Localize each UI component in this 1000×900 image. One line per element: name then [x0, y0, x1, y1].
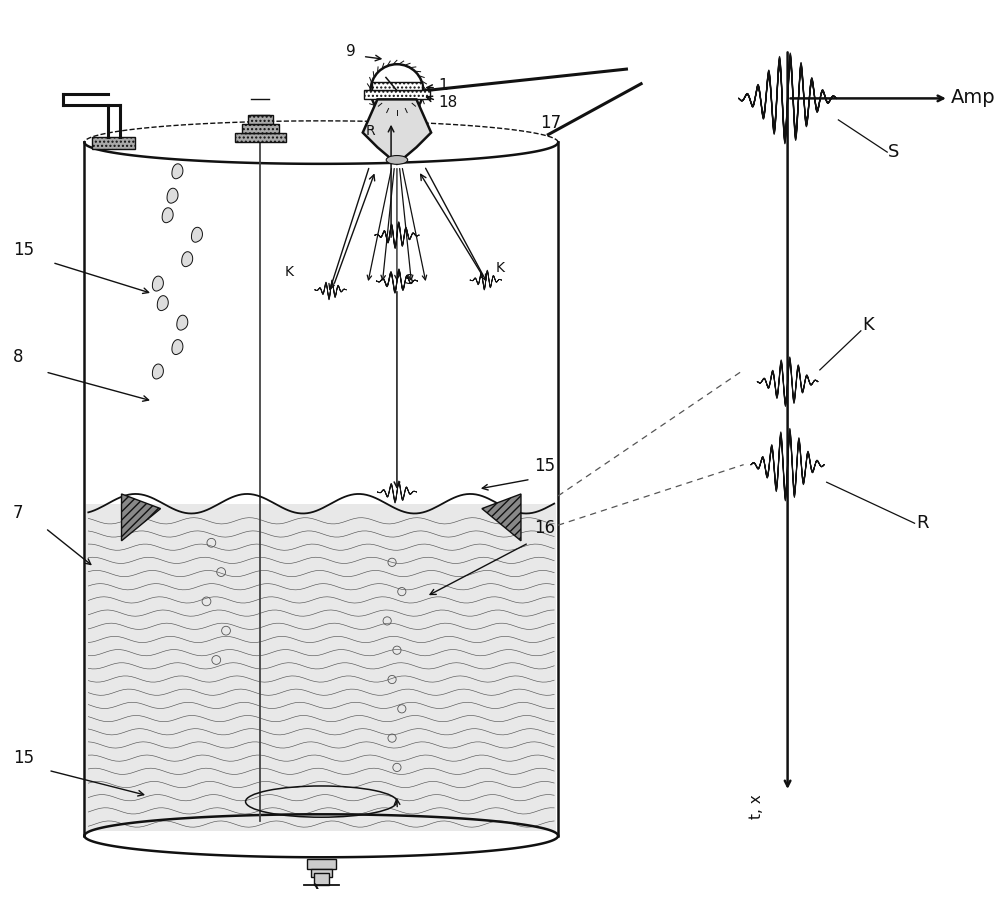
- Text: S: S: [404, 273, 413, 287]
- Text: R: R: [366, 123, 375, 138]
- Bar: [307, 860, 336, 869]
- Polygon shape: [122, 494, 161, 541]
- Bar: [311, 869, 332, 877]
- Polygon shape: [177, 315, 188, 330]
- Text: t, x: t, x: [749, 795, 764, 819]
- Bar: [235, 132, 286, 142]
- Text: 16: 16: [534, 519, 555, 537]
- Bar: [92, 138, 135, 149]
- Polygon shape: [363, 99, 431, 164]
- Text: 18: 18: [438, 95, 457, 110]
- Text: K: K: [285, 266, 294, 279]
- Polygon shape: [482, 494, 521, 541]
- Polygon shape: [162, 208, 173, 222]
- Text: 1: 1: [438, 77, 448, 93]
- Bar: [248, 115, 273, 124]
- Text: S: S: [888, 143, 900, 161]
- Polygon shape: [152, 364, 163, 379]
- Bar: [314, 873, 329, 885]
- Polygon shape: [152, 276, 163, 291]
- Text: 7: 7: [13, 504, 24, 522]
- Text: R: R: [917, 514, 929, 532]
- Text: K: K: [496, 261, 505, 275]
- Text: Amp: Amp: [951, 88, 995, 107]
- Polygon shape: [191, 228, 202, 242]
- Circle shape: [371, 64, 423, 117]
- Text: 8: 8: [13, 348, 24, 366]
- Bar: [364, 90, 430, 99]
- Text: 17: 17: [541, 113, 562, 131]
- Polygon shape: [157, 296, 168, 310]
- Text: 15: 15: [534, 457, 555, 475]
- Text: K: K: [862, 316, 874, 334]
- Polygon shape: [172, 164, 183, 179]
- Polygon shape: [172, 339, 183, 355]
- Text: 15: 15: [13, 240, 34, 258]
- Text: 15: 15: [13, 749, 34, 767]
- Polygon shape: [167, 188, 178, 203]
- Bar: [242, 124, 279, 132]
- Ellipse shape: [386, 156, 408, 165]
- Text: 9: 9: [346, 44, 356, 59]
- Bar: [372, 82, 422, 90]
- Polygon shape: [182, 252, 193, 266]
- Polygon shape: [86, 504, 556, 831]
